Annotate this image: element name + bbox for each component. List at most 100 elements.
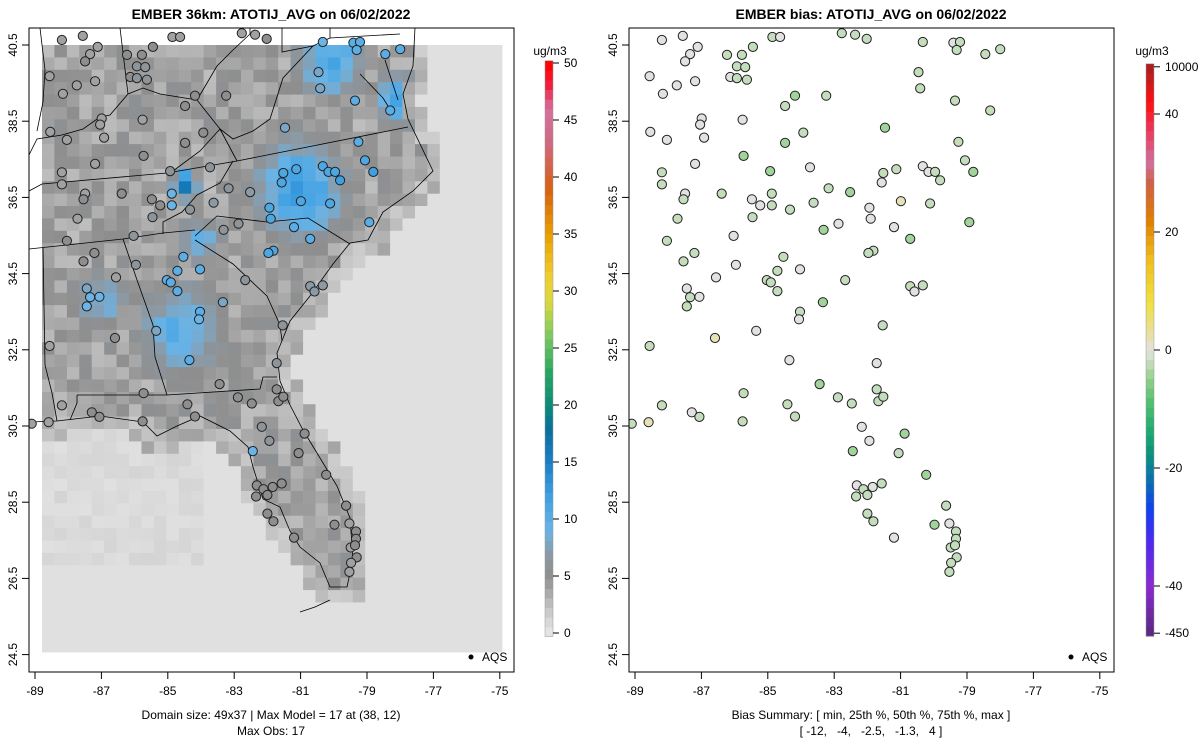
model-grid-cell (153, 429, 167, 442)
model-grid-cell (489, 453, 503, 467)
model-grid-cell (402, 218, 416, 232)
colorbar-segment (1146, 617, 1154, 628)
model-grid-cell (253, 379, 267, 393)
model-grid-cell (340, 429, 354, 442)
model-grid-cell (203, 354, 217, 368)
colorbar-segment (545, 166, 553, 177)
model-grid-cell (352, 168, 366, 182)
model-grid-cell (153, 144, 167, 157)
model-grid-cell (427, 379, 441, 393)
model-grid-cell (129, 156, 142, 170)
model-grid-cell (104, 119, 117, 133)
model-grid-cell (153, 305, 167, 318)
model-grid-cell (352, 57, 366, 71)
model-grid-cell (116, 614, 130, 628)
model-grid-cell (178, 292, 192, 306)
bias-site-marker (656, 34, 668, 46)
bias-site-marker (847, 446, 858, 457)
model-grid-cell (290, 131, 304, 145)
model-grid-cell (452, 342, 466, 356)
model-grid-cell (141, 478, 155, 492)
model-grid-cell (129, 540, 142, 554)
model-grid-cell (104, 181, 117, 195)
model-grid-cell (166, 590, 180, 603)
model-grid-cell (315, 218, 329, 232)
colorbar-segment (1146, 302, 1154, 313)
x-tick-label: -83 (226, 684, 244, 698)
obs-site-marker (325, 198, 336, 209)
model-grid-cell (278, 82, 291, 95)
obs-site-marker (214, 379, 225, 390)
obs-site-marker (315, 83, 326, 94)
colorbar-segment (1146, 121, 1154, 132)
model-grid-cell (439, 94, 453, 108)
model-grid-cell (116, 354, 130, 368)
model-grid-cell (340, 453, 354, 467)
obs-site-marker (109, 332, 121, 344)
model-grid-cell (129, 342, 142, 356)
x-tick-label: -83 (826, 684, 844, 698)
model-grid-cell (327, 144, 341, 157)
bias-site-marker (995, 44, 1006, 55)
model-grid-cell (240, 106, 254, 120)
model-grid-cell (303, 305, 316, 318)
model-grid-cell (79, 441, 93, 455)
model-grid-cell (66, 491, 80, 504)
model-grid-cell (452, 429, 466, 442)
obs-site-marker (267, 481, 278, 493)
model-grid-cell (42, 639, 55, 653)
model-grid-cell (79, 503, 93, 517)
colorbar-segment (1146, 598, 1154, 608)
model-grid-cell (464, 119, 478, 133)
model-grid-cell (489, 292, 503, 306)
bias-sites (629, 28, 1006, 578)
model-grid-cell (365, 590, 378, 603)
obs-site-marker (198, 127, 209, 138)
bias-site-marker (780, 100, 791, 112)
model-grid-cell (42, 614, 55, 628)
bias-site-marker (893, 448, 904, 459)
model-grid-cell (415, 552, 428, 566)
model-grid-cell (216, 131, 229, 145)
model-grid-cell (415, 453, 428, 467)
obs-site-marker (277, 320, 288, 331)
model-grid-cell (91, 305, 105, 318)
model-grid-cell (66, 45, 80, 58)
model-grid-cell (129, 515, 142, 529)
model-grid-cell (153, 342, 167, 356)
model-grid-cell (402, 354, 416, 368)
model-grid-cell (365, 280, 378, 294)
model-grid-cell (265, 602, 279, 616)
model-grid-cell (141, 280, 155, 294)
bias-site-marker (915, 83, 926, 94)
model-grid-cell (340, 119, 354, 133)
model-grid-cell (203, 268, 217, 281)
model-grid-cell (415, 367, 428, 380)
y-tick-label: 36.5 (606, 185, 620, 209)
model-grid-cell (315, 268, 329, 281)
obs-site-marker (166, 200, 177, 211)
model-grid-cell (415, 82, 428, 95)
model-grid-cell (390, 491, 403, 504)
bias-site-marker (738, 150, 749, 161)
model-grid-cell (203, 292, 217, 306)
bias-site-marker (656, 179, 668, 190)
bias-site-marker (672, 213, 683, 224)
colorbar-tick-label: 5 (564, 569, 571, 583)
bias-site-marker (935, 175, 946, 186)
model-grid-cell (439, 255, 453, 269)
colorbar-segment (545, 367, 553, 378)
model-grid-cell (129, 639, 142, 653)
model-grid-cell (104, 367, 117, 380)
model-grid-cell (116, 131, 130, 145)
model-grid-cell (191, 429, 204, 442)
model-grid-cell (129, 441, 142, 455)
model-grid-cell (240, 57, 254, 71)
model-grid-cell (365, 478, 378, 492)
model-grid-cell (116, 218, 130, 232)
obs-site-marker (293, 448, 304, 459)
bias-site-marker (721, 49, 733, 61)
model-grid-cell (315, 255, 329, 269)
model-grid-cell (141, 429, 155, 442)
colorbar-segment (545, 569, 553, 580)
